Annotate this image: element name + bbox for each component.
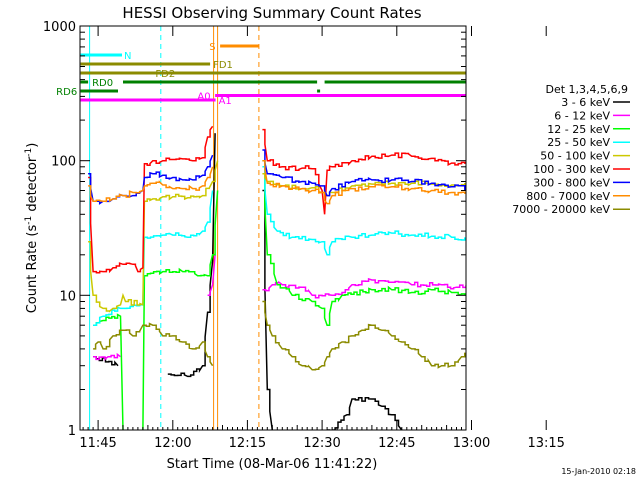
series-line-7 (88, 159, 466, 205)
flag-labels: N S FD1 FD2 RD0 RD6 A0 A1 (56, 42, 233, 107)
legend-label-0: 3 - 6 keV (561, 96, 610, 109)
footer-timestamp: 15-Jan-2010 02:18 (561, 467, 636, 476)
legend-label-7: 800 - 7000 keV (526, 190, 610, 203)
series-line-4 (88, 160, 466, 313)
legend-label-8: 7000 - 20000 keV (512, 203, 610, 216)
y-tick-label-2: 100 (51, 155, 76, 170)
legend-label-4: 50 - 100 keV (540, 150, 610, 163)
observing-flags (80, 44, 466, 102)
series-line-0 (93, 133, 403, 430)
flag-label-3: FD2 (155, 69, 175, 80)
flag-label-7: A1 (219, 96, 232, 107)
series-line-5 (88, 125, 466, 274)
x-axis-ticks: 11:45 12:00 12:15 12:30 12:45 13:00 13:15 (79, 26, 565, 451)
series-line-3 (93, 166, 466, 326)
x-tick-label-2: 12:15 (229, 436, 266, 451)
series-line-1 (93, 254, 466, 361)
y-axis-label-part1: Count Rate (s (25, 225, 40, 314)
flag-label-1: S (209, 42, 215, 53)
flag-label-2: FD1 (213, 60, 233, 71)
x-tick-label-6: 13:15 (527, 436, 564, 451)
y-axis-label-sup1: -1 (24, 216, 34, 225)
flag-label-6: A0 (197, 92, 210, 103)
x-tick-label-0: 11:45 (79, 436, 116, 451)
y-axis-label: Count Rate (s-1 detector-1) (24, 143, 40, 314)
legend-title: Det 1,3,4,5,6,9 (545, 83, 628, 96)
series-line-8 (93, 300, 466, 371)
y-axis-label-sup2: -1 (24, 148, 34, 157)
legend-label-1: 6 - 12 keV (554, 109, 610, 122)
legend-label-3: 25 - 50 keV (547, 136, 610, 149)
legend-label-2: 12 - 25 keV (547, 123, 610, 136)
flag-label-0: N (124, 51, 131, 62)
series-lines (88, 125, 466, 430)
flag-label-5: RD6 (56, 87, 77, 98)
x-tick-label-1: 12:00 (154, 436, 191, 451)
x-axis-label: Start Time (08-Mar-06 11:41:22) (167, 457, 378, 472)
y-tick-label-3: 1000 (43, 20, 76, 35)
x-tick-label-3: 12:30 (303, 436, 340, 451)
y-axis-ticks: 1 10 100 1000 (43, 20, 466, 439)
plot-frame (79, 25, 467, 431)
y-tick-label-1: 10 (59, 289, 76, 304)
legend-label-5: 100 - 300 keV (533, 163, 610, 176)
flag-label-4: RD0 (92, 78, 113, 89)
legend-label-6: 300 - 800 keV (533, 176, 610, 189)
series-line-6 (88, 149, 466, 205)
y-tick-label-0: 1 (68, 424, 76, 439)
y-axis-label-part2: detector (25, 156, 40, 216)
chart-title: HESSI Observing Summary Count Rates (122, 4, 421, 22)
y-axis-label-part3: ) (25, 143, 40, 148)
x-tick-label-4: 12:45 (378, 436, 415, 451)
x-tick-label-5: 13:00 (453, 436, 490, 451)
